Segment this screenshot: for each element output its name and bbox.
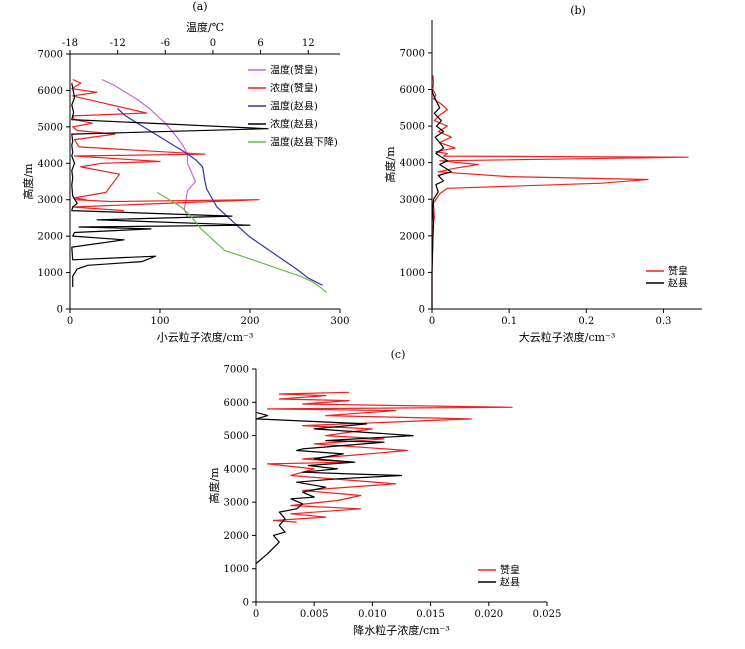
panel-b-ylabel: 高度/m [383,146,397,183]
panel-b-xlabel: 大云粒子浓度/cm⁻³ [519,330,616,344]
panel-a-legend-label: 温度(赵县) [270,100,318,113]
panel-c-ytick-label: 6000 [224,398,249,409]
panel-c-series-line-1 [267,391,513,523]
panel-a-ytick-label: 6000 [38,86,63,97]
panel-a-xtick-label: 300 [330,316,349,327]
panel-c-xtick-label: 0.015 [416,609,445,620]
panel-a-ytick-label: 2000 [38,232,63,243]
panel-b-xtick-label: 0.1 [501,316,517,327]
panel-c-ytick-label: 4000 [224,464,249,475]
panel-a-ytick-label: 3000 [38,195,63,206]
panel-b-ytick-label: 6000 [400,85,425,96]
panel-c-ylabel: 高度/m [207,467,221,504]
panel-a-ytick-label: 5000 [38,122,63,133]
panel-b-xtick-label: 0.3 [655,316,671,327]
panel-c-xtick-label: 0 [253,609,259,620]
panel-c-xtick-label: 0.005 [300,609,329,620]
panel-a-series-line-1 [101,78,197,219]
panel-b-xtick-label: 0.2 [578,316,594,327]
panel-c-ytick-label: 3000 [224,498,249,509]
panel-a-series-line-4 [71,82,269,288]
panel-a-label: (a) [192,0,207,13]
panel-a-xtick-label: 100 [150,316,169,327]
panel-c-series-line-2 [255,411,414,565]
panel-b-label: (b) [570,4,586,17]
panel-a-series-line-3 [117,108,323,286]
panel-c-label: (c) [391,348,406,361]
panel-b-xtick-label: 0 [429,316,435,327]
panel-a-series-line-5 [157,191,327,294]
panel-a-x2tick-label: -6 [160,38,170,49]
panel-b-ytick-label: 5000 [400,122,425,133]
panel-a-legend-label: 浓度(赵县) [270,118,318,131]
panel-a-x2tick-label: -18 [62,38,78,49]
panel-c-ytick-label: 7000 [224,365,249,376]
panel-a-legend-label: 浓度(赞皇) [270,82,318,95]
panel-c-ytick-label: 0 [243,598,249,609]
panel-a-legend-label: 温度(赞皇) [270,64,318,77]
panel-b-ytick-label: 2000 [400,231,425,242]
panel-c-xtick-label: 0.025 [533,609,562,620]
panel-a-x2tick-label: 6 [257,38,263,49]
panel-a-x2tick-label: -12 [110,38,126,49]
panel-b-legend-label: 赞皇 [668,265,688,278]
panel-a-ytick-label: 4000 [38,159,63,170]
panel-b-ytick-label: 7000 [400,48,425,59]
panel-a-ylabel: 高度/m [21,163,35,200]
panel-b-legend-label: 赵县 [668,277,688,290]
panel-c-legend-label: 赵县 [500,576,520,589]
panel-a-ytick-label: 7000 [38,50,63,61]
panel-a-xtick-label: 0 [67,316,73,327]
panel-b-ytick-label: 3000 [400,195,425,206]
panel-a-legend-label: 温度(赵县下降) [270,136,338,149]
panel-a-x2label: 温度/℃ [186,20,224,34]
panel-c-ytick-label: 2000 [224,531,249,542]
panel-c-xlabel: 降水粒子浓度/cm⁻³ [353,623,450,637]
panel-c-legend-label: 赞皇 [500,564,520,577]
panel-c-xtick-label: 0.010 [358,609,387,620]
panel-a-xlabel: 小云粒子浓度/cm⁻³ [157,330,254,344]
panel-b-ytick-label: 1000 [400,268,425,279]
panel-a-ytick-label: 0 [57,305,63,316]
panel-c-xtick-label: 0.020 [474,609,503,620]
panel-c-ytick-label: 5000 [224,431,249,442]
panel-c-ytick-label: 1000 [224,564,249,575]
panel-b-series-line-1 [431,74,689,309]
panel-a-x2tick-label: 12 [302,38,315,49]
panel-a-xtick-label: 200 [240,316,259,327]
panel-b-ytick-label: 4000 [400,158,425,169]
panel-b-series-line-2 [431,89,452,309]
panel-b-ytick-label: 0 [419,305,425,316]
panel-a-series-line-2 [71,78,260,212]
panel-a-x2tick-label: 0 [210,38,216,49]
panel-a-ytick-label: 1000 [38,268,63,279]
